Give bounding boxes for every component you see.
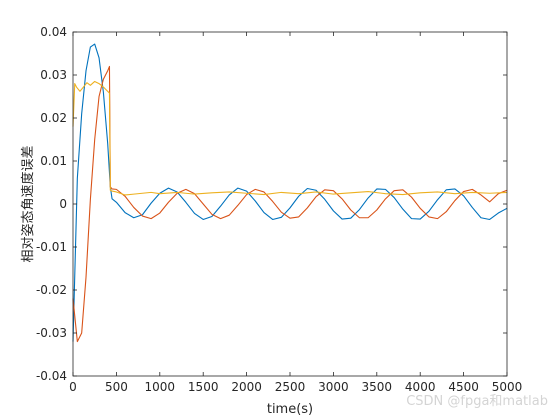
x-tick-label: 0 (69, 380, 77, 394)
x-tick-label: 3000 (318, 380, 349, 394)
y-tick-label: 0.03 (40, 68, 67, 82)
series-line-3 (72, 80, 508, 196)
series-layer (72, 43, 508, 343)
y-tick-label: -0.03 (36, 326, 67, 340)
x-tick-label: 1500 (188, 380, 219, 394)
y-tick-label: 0 (59, 197, 67, 211)
y-axis-label: 相对姿态角速度误差 (20, 145, 36, 262)
axes-box (72, 31, 508, 377)
x-axis-label: time(s) (267, 402, 313, 417)
x-tick-label: 1000 (145, 380, 176, 394)
y-tick-label: 0.04 (40, 25, 67, 39)
y-tick-label: -0.04 (36, 369, 67, 383)
y-ticks: -0.04 -0.03 -0.02 -0.01 0 0.01 0.02 0.03 0.04 (36, 25, 507, 383)
y-tick-label: 0.02 (40, 111, 67, 125)
x-ticks: 0 500 1000 1500 2000 2500 3000 3500 4000 4500 5000 (69, 32, 522, 394)
watermark: CSDN @fpga和matlab (406, 394, 548, 409)
x-tick-label: 3500 (362, 380, 393, 394)
x-tick-label: 2000 (231, 380, 262, 394)
y-tick-label: -0.02 (36, 283, 67, 297)
plot-area (73, 32, 507, 376)
x-tick-label: 4500 (448, 380, 479, 394)
y-tick-label: 0.01 (40, 154, 67, 168)
x-tick-label: 2500 (275, 380, 306, 394)
y-tick-label: -0.01 (36, 240, 67, 254)
x-tick-label: 5000 (492, 380, 523, 394)
x-tick-label: 500 (105, 380, 128, 394)
x-tick-label: 4000 (405, 380, 436, 394)
